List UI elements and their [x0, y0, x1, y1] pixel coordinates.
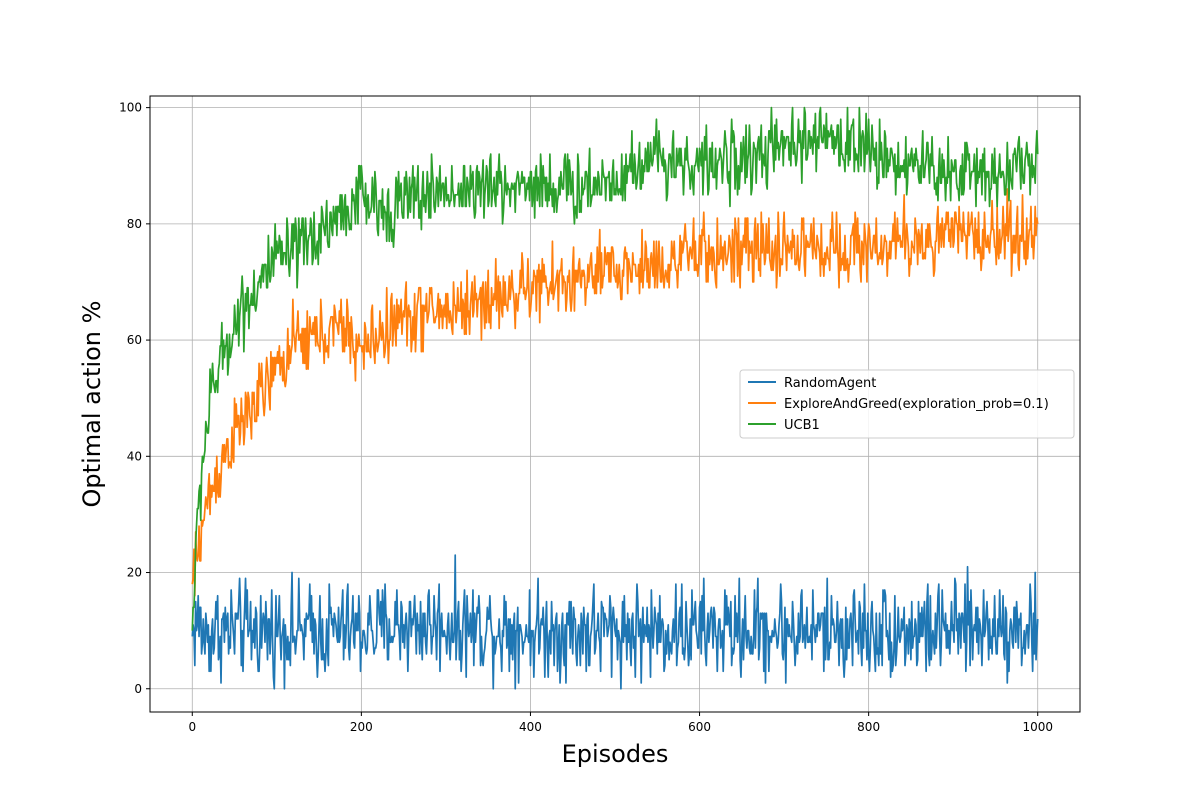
x-axis-ticks: 0 200 400 600 800 1000 [188, 712, 1053, 734]
legend-label-2: UCB1 [784, 418, 820, 433]
y-axis-ticks: 0 20 40 60 80 100 [119, 101, 150, 696]
y-tick-label: 100 [119, 101, 142, 115]
legend-label-0: RandomAgent [784, 376, 876, 391]
y-tick-label: 40 [127, 449, 142, 463]
x-tick-label: 400 [519, 720, 542, 734]
series-group [191, 106, 1039, 690]
y-tick-label: 20 [127, 566, 142, 580]
y-axis-label: Optimal action % [78, 301, 106, 508]
x-tick-label: 200 [350, 720, 373, 734]
x-tick-label: 1000 [1022, 720, 1053, 734]
series-line-0 [191, 554, 1039, 690]
y-tick-label: 0 [134, 682, 142, 696]
legend: RandomAgent ExploreAndGreed(exploration_p… [739, 369, 1075, 439]
x-tick-label: 0 [188, 720, 196, 734]
x-tick-label: 600 [688, 720, 711, 734]
x-tick-label: 800 [857, 720, 880, 734]
y-tick-label: 60 [127, 333, 142, 347]
series-line-2 [191, 106, 1039, 631]
legend-box [739, 369, 1075, 439]
plot-frame [149, 95, 1081, 713]
x-axis-label: Episodes [562, 740, 669, 768]
legend-label-1: ExploreAndGreed(exploration_prob=0.1) [784, 397, 1049, 412]
series-line-1 [191, 188, 1039, 597]
y-tick-label: 80 [127, 217, 142, 231]
